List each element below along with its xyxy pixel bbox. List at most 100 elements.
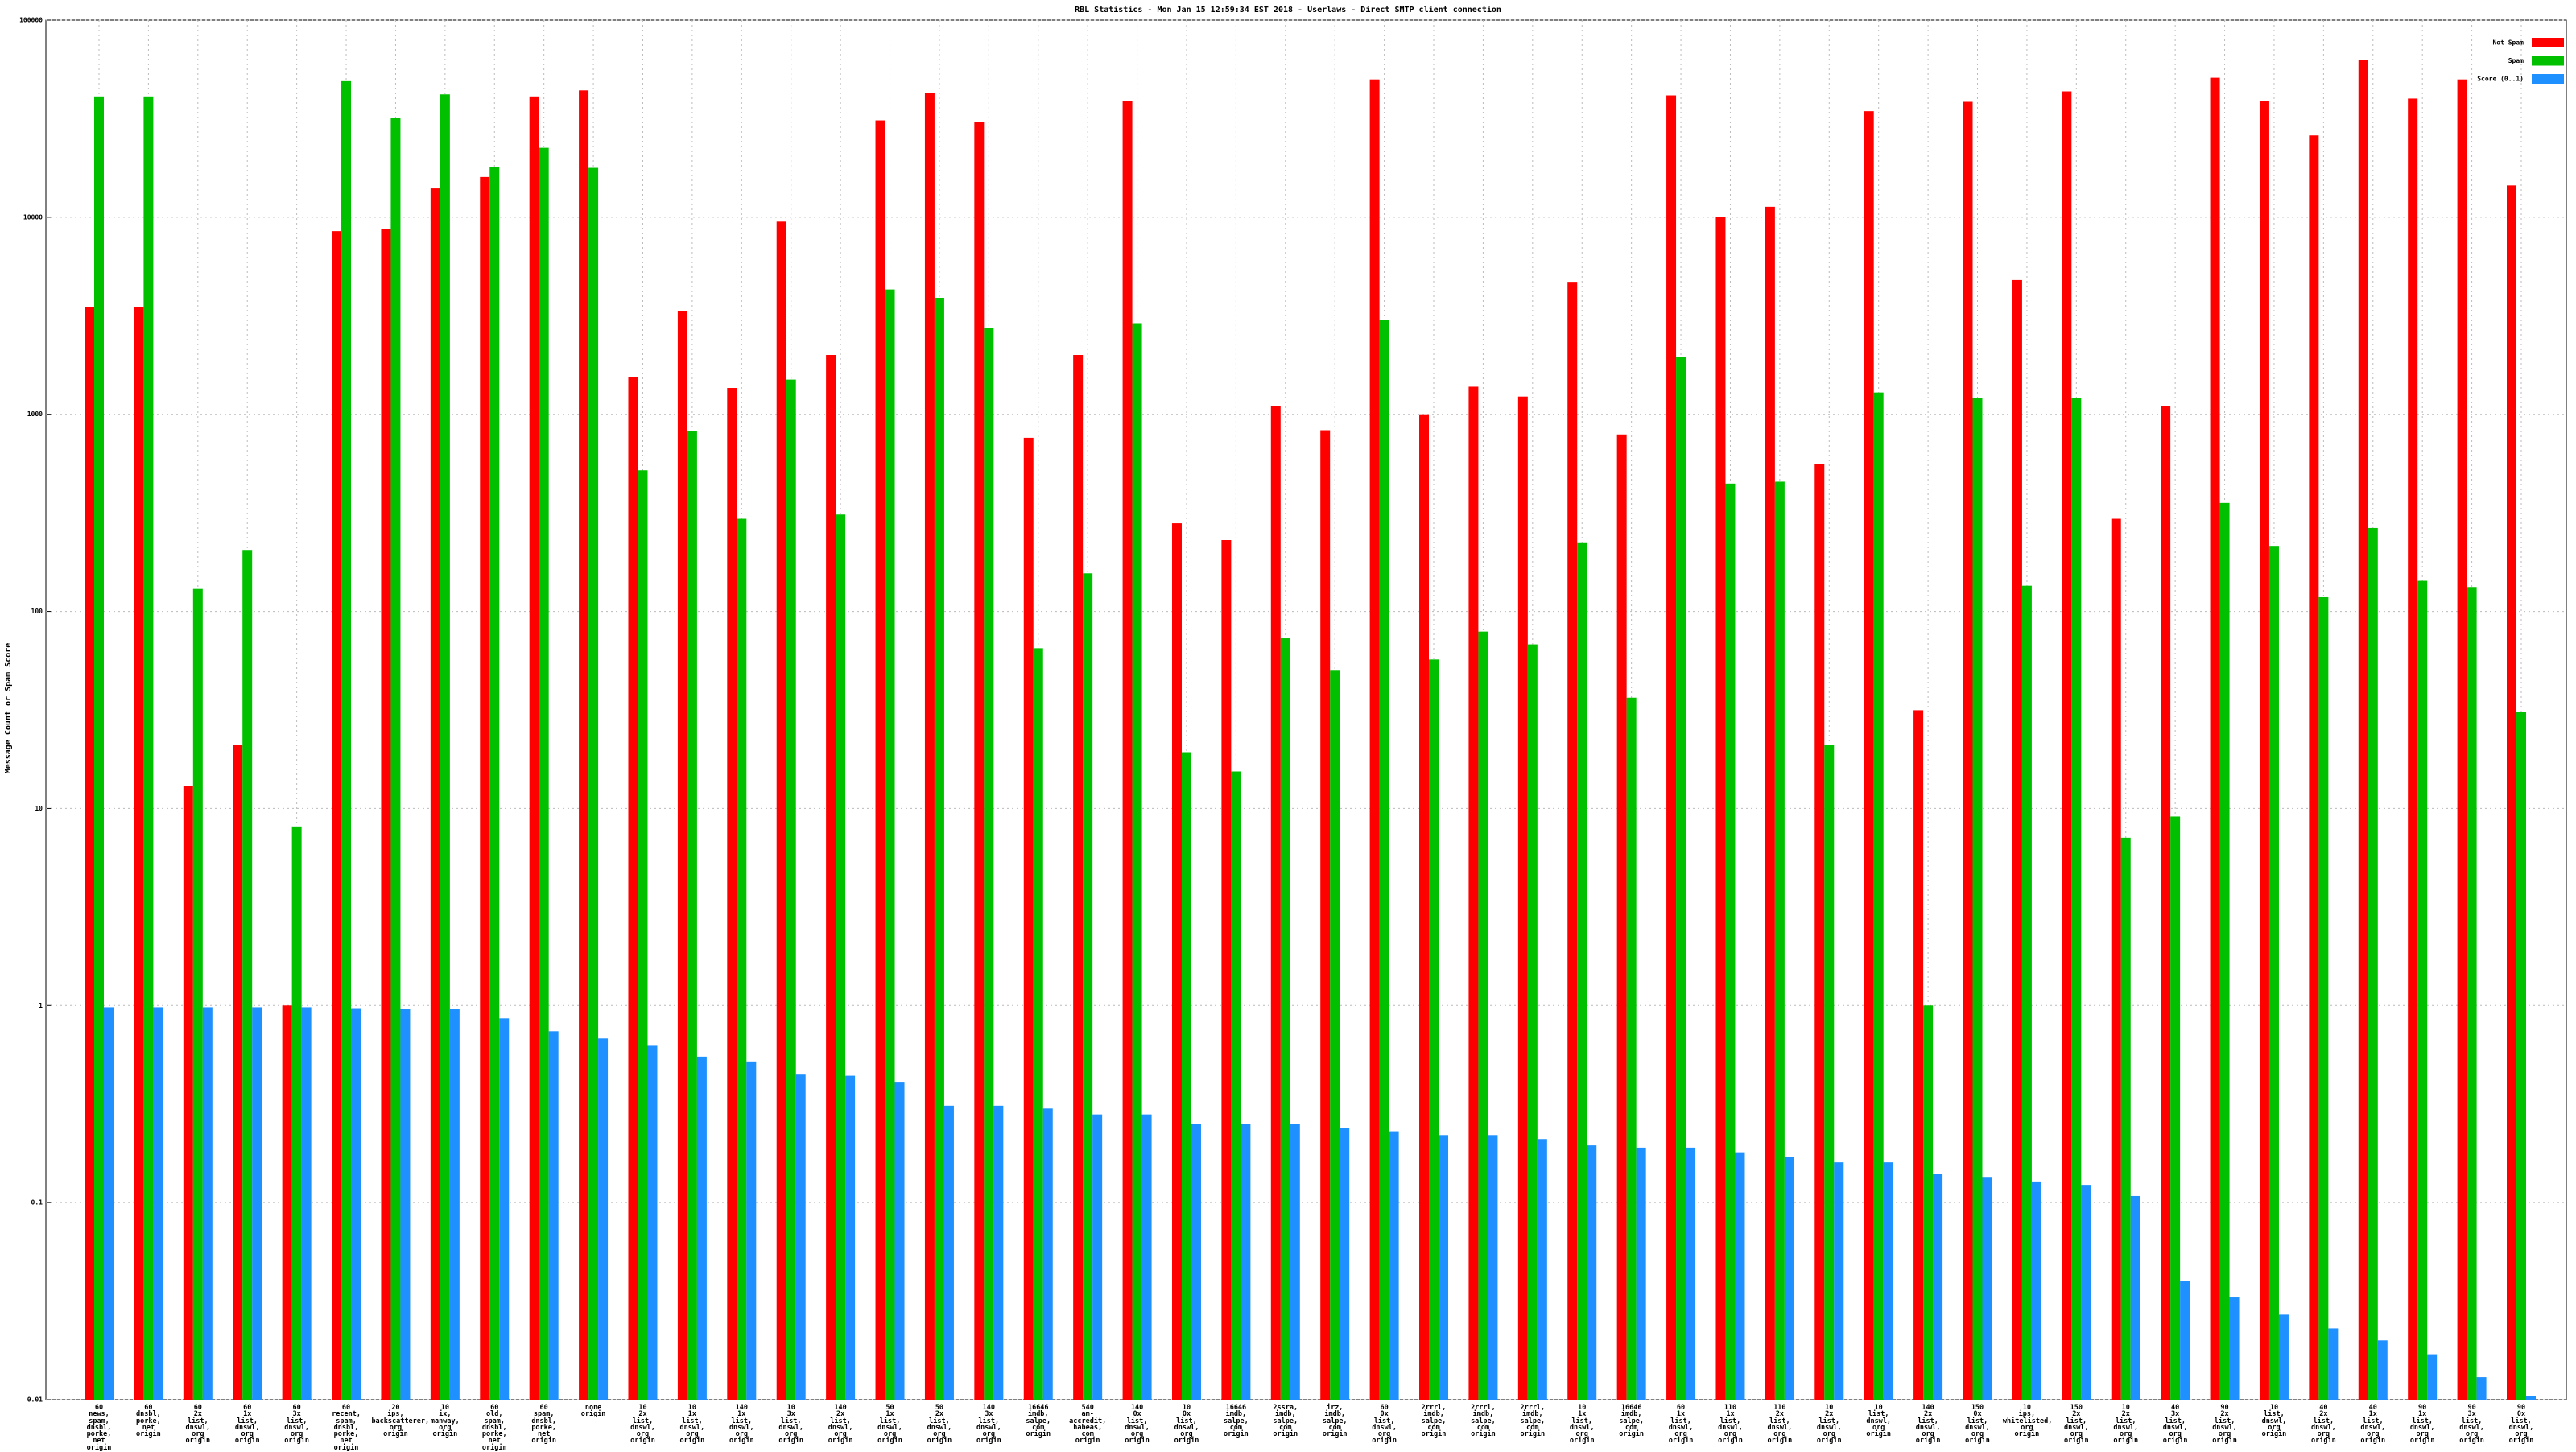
x-tick-label: 2rrrl, imdb, salpe, com origin <box>1471 1404 1496 1439</box>
bar <box>1379 320 1389 1400</box>
x-tick-label: 60 1x list, dnswl, org origin <box>234 1404 260 1446</box>
bar <box>746 1061 757 1400</box>
bar <box>390 118 401 1400</box>
bar <box>1676 357 1686 1400</box>
x-tick-label: 10 2x list, dnswl, org origin <box>630 1404 655 1446</box>
bar <box>2180 1281 2190 1400</box>
bar <box>548 1031 559 1400</box>
legend-label: Spam <box>2508 57 2524 64</box>
bar <box>2161 406 2171 1400</box>
x-tick-label: 10 3x list, dnswl, org origin <box>778 1404 804 1446</box>
x-tick-label: 150 2x list, dnswl, org origin <box>2063 1404 2089 1446</box>
bar <box>2021 585 2032 1400</box>
bar <box>2278 1314 2289 1400</box>
x-tick-label: 140 0x list, dnswl, org origin <box>1125 1404 1150 1446</box>
bar <box>2507 185 2516 1400</box>
bar <box>2062 91 2072 1400</box>
bar <box>1181 752 1191 1400</box>
x-tick-label: 90 0x list, dnswl, org origin <box>2508 1404 2534 1446</box>
bar <box>1073 355 1084 1400</box>
bar <box>282 1005 292 1400</box>
x-tick-label: 60 dnsbl, porke, net origin <box>136 1404 161 1439</box>
bar <box>795 1074 806 1400</box>
bar <box>252 1007 262 1400</box>
bar <box>737 518 747 1400</box>
bar <box>301 1007 312 1400</box>
bar <box>2368 527 2378 1400</box>
bar <box>1626 697 1637 1400</box>
bar <box>2377 1340 2388 1400</box>
bar <box>2526 1396 2536 1400</box>
bar <box>1537 1139 1547 1400</box>
bar <box>233 745 243 1400</box>
bar <box>1616 434 1627 1400</box>
bar <box>1439 1135 1449 1400</box>
bar <box>1221 539 1232 1400</box>
bar <box>480 176 490 1400</box>
bar <box>440 94 450 1400</box>
bar <box>1577 542 1587 1400</box>
bar <box>2457 79 2467 1400</box>
x-tick-label: 140 2x list, dnswl, org origin <box>828 1404 853 1446</box>
x-tick-label: 60 1x list, dnswl, org origin <box>1668 1404 1694 1446</box>
x-tick-label: 90 1x list, dnswl, org origin <box>2409 1404 2435 1446</box>
x-tick-label: none origin <box>580 1404 606 1419</box>
bar <box>776 221 786 1400</box>
bar <box>875 120 886 1400</box>
bar <box>2268 546 2279 1400</box>
bar <box>1666 95 1677 1400</box>
bar <box>183 786 193 1400</box>
x-tick-label: 16646 imdb, salpe, com origin <box>1619 1404 1644 1439</box>
bar <box>2219 502 2230 1400</box>
bar <box>1567 282 1578 1400</box>
x-tick-label: 10 list, dnswl, org origin <box>2261 1404 2287 1439</box>
x-tick-label: 20 ips, backscatterer, org origin <box>371 1404 430 1439</box>
bar <box>579 90 589 1400</box>
bar <box>1191 1124 1201 1400</box>
bar <box>2408 98 2418 1400</box>
bar <box>153 1007 163 1400</box>
bar <box>845 1075 856 1400</box>
bar <box>94 96 104 1400</box>
bar <box>489 167 500 1400</box>
x-tick-label: 40 2x list, dnswl, org origin <box>2311 1404 2336 1446</box>
bar <box>143 96 154 1400</box>
bar <box>2417 580 2428 1400</box>
bar <box>2081 1185 2091 1400</box>
bar <box>1320 430 1331 1400</box>
bar <box>2516 712 2526 1400</box>
x-tick-label: 50 2x list, dnswl, org origin <box>927 1404 952 1446</box>
bar <box>2318 596 2329 1400</box>
bar <box>1171 523 1182 1400</box>
bar <box>1933 1174 1943 1400</box>
bar <box>2071 398 2082 1400</box>
x-tick-label: 10 0x list, dnswl, org origin <box>1174 1404 1199 1446</box>
x-tick-label: 10 list, dnswl, org origin <box>1866 1404 1892 1439</box>
bar <box>1429 659 1439 1400</box>
y-tick-label: 0.1 <box>31 1199 43 1207</box>
bar <box>696 1056 707 1400</box>
bar <box>1923 1005 1934 1400</box>
bar <box>1478 631 1488 1400</box>
x-tick-label: 60 0x list, dnswl, org origin <box>1372 1404 1397 1446</box>
bar <box>1814 464 1825 1400</box>
bar <box>588 167 599 1400</box>
bar <box>1963 101 1973 1400</box>
y-tick-label: 10000 <box>23 213 43 221</box>
bar <box>332 231 342 1400</box>
x-tick-label: 140 3x list, dnswl, org origin <box>976 1404 1001 1446</box>
bar <box>2259 101 2269 1400</box>
bar <box>499 1018 510 1400</box>
bar <box>1725 483 1736 1400</box>
bar <box>529 96 539 1400</box>
bar <box>1092 1114 1103 1400</box>
bar <box>1023 437 1034 1400</box>
bar <box>1270 406 1281 1400</box>
bar <box>786 379 796 1400</box>
bar <box>351 1008 361 1400</box>
bar <box>885 289 895 1400</box>
bar <box>2111 518 2121 1400</box>
x-tick-label: 2ssra, imdb, salpe, com origin <box>1273 1404 1298 1439</box>
